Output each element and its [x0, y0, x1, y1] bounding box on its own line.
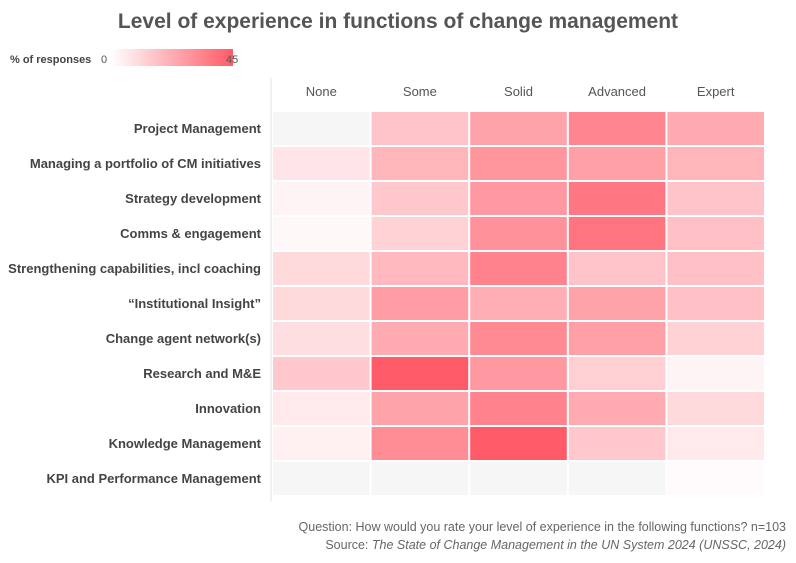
legend-max-label: 45: [226, 54, 239, 66]
legend-min-label: 0: [101, 54, 108, 66]
heatmap-cell: [568, 427, 666, 460]
column-label: Some: [403, 84, 437, 99]
heatmap-cell: [667, 427, 764, 460]
heatmap-cell: [273, 287, 370, 320]
heatmap-cell: [568, 112, 666, 145]
heatmap-cell: [568, 287, 666, 320]
question-note: Question: How would you rate your level …: [298, 520, 786, 534]
heatmap-cell: [568, 392, 666, 425]
heatmap-cell: [273, 427, 370, 460]
row-label: Knowledge Management: [109, 436, 262, 451]
column-label: Solid: [504, 84, 533, 99]
row-label: Change agent network(s): [106, 331, 261, 346]
heatmap-cell: [273, 112, 370, 145]
heatmap-cell: [371, 427, 469, 460]
heatmap-cell: [470, 427, 567, 460]
heatmap-cell: [568, 322, 666, 355]
heatmap-cell: [667, 357, 764, 390]
heatmap-cell: [470, 217, 567, 250]
heatmap-cell: [667, 182, 764, 215]
heatmap-cell: [470, 182, 567, 215]
heatmap-cell: [273, 462, 370, 495]
heatmap-cell: [371, 462, 469, 495]
legend-gradient-bar: [111, 49, 233, 66]
heatmap-cell: [273, 392, 370, 425]
heatmap-cell: [667, 287, 764, 320]
heatmap-cell: [273, 252, 370, 285]
heatmap-cell: [273, 147, 370, 180]
column-label: None: [306, 84, 337, 99]
heatmap-cell: [470, 357, 567, 390]
source-note: Source: The State of Change Management i…: [299, 536, 786, 554]
heatmap-cell: [667, 462, 764, 495]
heatmap-cell: [371, 392, 469, 425]
row-label: Innovation: [195, 401, 261, 416]
heatmap-cell: [568, 462, 666, 495]
heatmap-cell: [470, 252, 567, 285]
row-label: Managing a portfolio of CM initiatives: [30, 156, 261, 171]
chart-title: Level of experience in functions of chan…: [117, 10, 679, 33]
heatmap-cell: [667, 392, 764, 425]
row-label: Comms & engagement: [120, 226, 262, 241]
heatmap-cell: [470, 112, 567, 145]
heatmap-cell: [470, 147, 567, 180]
heatmap-cell: [667, 322, 764, 355]
row-label: Strategy development: [125, 191, 261, 206]
column-label: Advanced: [588, 84, 646, 99]
row-label: “Institutional Insight”: [128, 296, 261, 311]
row-label: KPI and Performance Management: [46, 471, 261, 486]
heatmap-cell: [371, 322, 469, 355]
chart-footer: Question: How would you rate your level …: [299, 518, 786, 554]
source-title: The State of Change Management in the UN…: [371, 538, 786, 552]
heatmap-cell: [667, 147, 764, 180]
heatmap-cell: [667, 217, 764, 250]
heatmap-cell: [273, 357, 370, 390]
heatmap-cell: [470, 392, 567, 425]
heatmap-cell: [273, 217, 370, 250]
heatmap-cell: [470, 322, 567, 355]
row-label: Research and M&E: [143, 366, 261, 381]
heatmap-cell: [568, 217, 666, 250]
heatmap-cell: [371, 112, 469, 145]
heatmap-cell: [568, 182, 666, 215]
column-label: Expert: [697, 84, 735, 99]
heatmap-cell: [371, 217, 469, 250]
heatmap-cell: [371, 147, 469, 180]
heatmap-cell: [273, 322, 370, 355]
heatmap-cell: [667, 112, 764, 145]
heatmap-cell: [273, 182, 370, 215]
source-prefix: Source:: [325, 538, 372, 552]
heatmap-cell: [470, 287, 567, 320]
heatmap-cell: [568, 252, 666, 285]
row-label: Project Management: [134, 121, 262, 136]
row-label: Strengthening capabilities, incl coachin…: [8, 261, 261, 276]
heatmap-cell: [470, 462, 567, 495]
heatmap-cell: [568, 357, 666, 390]
heatmap-cell: [371, 182, 469, 215]
legend-label: % of responses: [10, 54, 92, 66]
heatmap-cell: [568, 147, 666, 180]
heatmap-cell: [371, 287, 469, 320]
heatmap-cell: [371, 357, 469, 390]
heatmap-cell: [667, 252, 764, 285]
heatmap-cell: [371, 252, 469, 285]
